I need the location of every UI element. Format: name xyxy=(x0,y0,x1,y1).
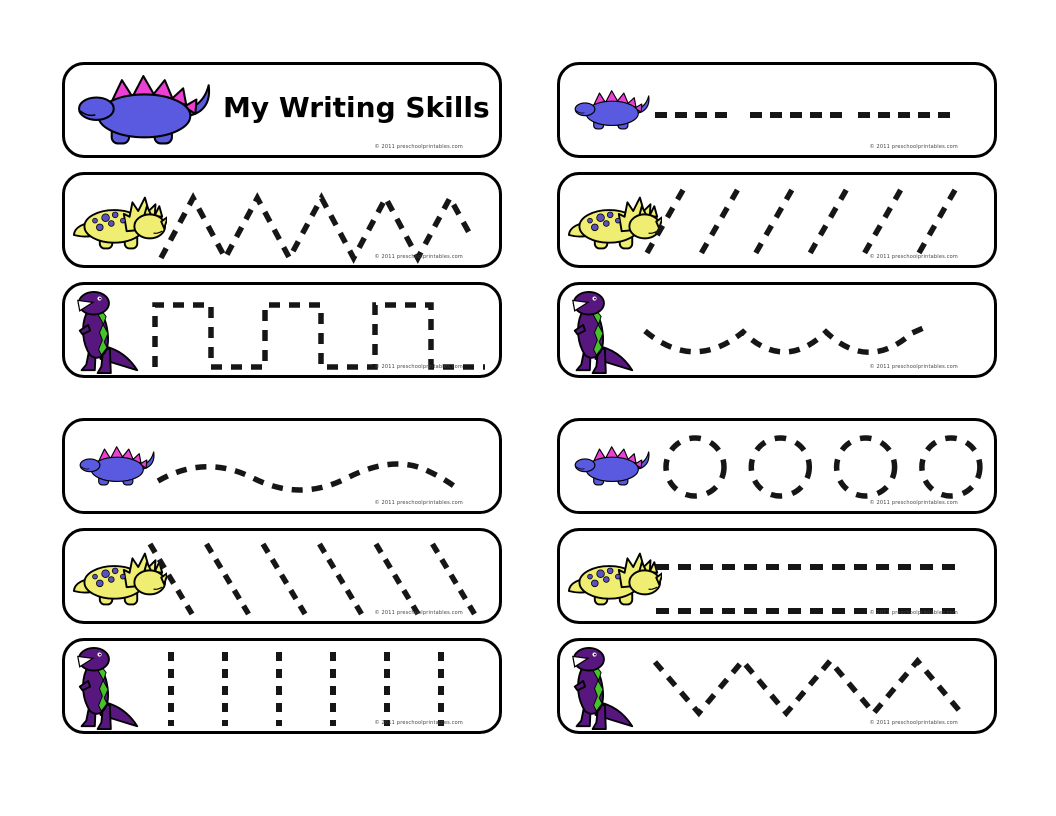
trex-icon xyxy=(75,291,141,376)
trex-icon xyxy=(75,647,141,732)
card-wavy-line: © 2011 preschoolprintables.com xyxy=(62,418,502,514)
page-title: My Writing Skills xyxy=(223,91,490,124)
card-horizontal-dash-groups: © 2011 preschoolprintables.com xyxy=(557,62,997,158)
pattern-double-dashed-lines xyxy=(656,564,960,614)
card-diagonal-left-lines: © 2011 preschoolprintables.com xyxy=(62,528,502,624)
triceratops-icon xyxy=(566,187,662,252)
card-scallop-wave: © 2011 preschoolprintables.com xyxy=(557,282,997,378)
left-column: My Writing Skills © 2011 preschoolprinta… xyxy=(62,62,502,748)
pattern-dashed-circles xyxy=(663,435,983,499)
card-vertical-lines: © 2011 preschoolprintables.com xyxy=(62,638,502,734)
pattern-horizontal-dash-groups xyxy=(655,112,950,118)
card-zigzag-peaks: © 2011 preschoolprintables.com xyxy=(62,172,502,268)
pattern-wavy-line xyxy=(156,461,456,493)
pattern-diagonal-left-lines xyxy=(147,542,477,616)
triceratops-icon xyxy=(71,543,167,608)
copyright-text: © 2011 preschoolprintables.com xyxy=(869,500,958,506)
triceratops-icon xyxy=(71,187,167,252)
card-zigzag-valleys: © 2011 preschoolprintables.com xyxy=(557,638,997,734)
copyright-text: © 2011 preschoolprintables.com xyxy=(374,144,463,150)
card-diagonal-right-lines: © 2011 preschoolprintables.com xyxy=(557,172,997,268)
copyright-text: © 2011 preschoolprintables.com xyxy=(374,500,463,506)
pattern-vertical-lines xyxy=(168,652,444,726)
triceratops-icon xyxy=(566,543,662,608)
stegosaurus-icon xyxy=(77,73,225,147)
copyright-text: © 2011 preschoolprintables.com xyxy=(374,254,463,260)
card-dashed-circles: © 2011 preschoolprintables.com xyxy=(557,418,997,514)
pattern-square-wave xyxy=(152,302,485,370)
stegosaurus-icon xyxy=(79,445,163,487)
stegosaurus-icon xyxy=(574,89,658,131)
stegosaurus-icon xyxy=(574,445,658,487)
copyright-text: © 2011 preschoolprintables.com xyxy=(869,254,958,260)
card-double-dashed-lines: © 2011 preschoolprintables.com xyxy=(557,528,997,624)
card-square-wave: © 2011 preschoolprintables.com xyxy=(62,282,502,378)
right-column: © 2011 preschoolprintables.com © 2011 pr… xyxy=(557,62,997,748)
card-title: My Writing Skills © 2011 preschoolprinta… xyxy=(62,62,502,158)
trex-icon xyxy=(570,291,636,376)
pattern-zigzag-peaks xyxy=(158,192,475,264)
trex-icon xyxy=(570,647,636,732)
copyright-text: © 2011 preschoolprintables.com xyxy=(869,720,958,726)
copyright-text: © 2011 preschoolprintables.com xyxy=(869,610,958,616)
copyright-text: © 2011 preschoolprintables.com xyxy=(374,364,463,370)
copyright-text: © 2011 preschoolprintables.com xyxy=(869,364,958,370)
copyright-text: © 2011 preschoolprintables.com xyxy=(374,720,463,726)
copyright-text: © 2011 preschoolprintables.com xyxy=(374,610,463,616)
copyright-text: © 2011 preschoolprintables.com xyxy=(869,144,958,150)
